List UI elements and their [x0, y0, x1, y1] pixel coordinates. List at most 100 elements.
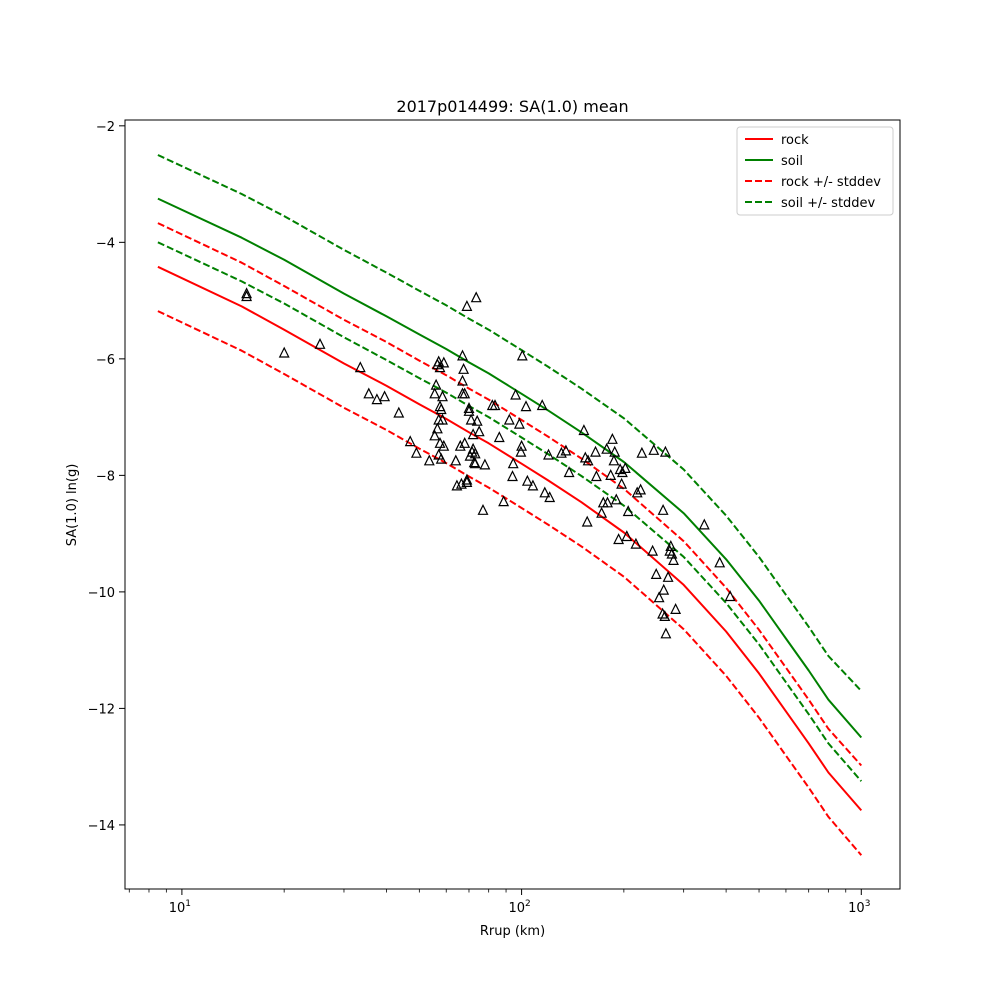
y-tick-label: −6 [96, 353, 115, 368]
data-point [590, 470, 602, 482]
legend-label: soil [781, 154, 803, 169]
data-point [631, 486, 643, 498]
data-point [371, 393, 383, 405]
x-tick-label: 103 [848, 899, 870, 916]
y-tick-label: −4 [96, 236, 115, 251]
data-point [636, 446, 648, 458]
data-point [469, 447, 481, 459]
y-axis: −14 −12 −10 −8 −6 −4 −2 [88, 120, 125, 834]
x-axis: 101 102 103 [128, 889, 870, 916]
data-point [613, 533, 625, 545]
data-point [544, 491, 556, 503]
data-point [473, 425, 485, 437]
data-point [513, 417, 525, 429]
data-point [461, 476, 473, 487]
data-point [450, 454, 462, 466]
y-tick-label: −14 [88, 819, 115, 834]
series-line-3 [157, 310, 863, 856]
data-point [410, 446, 422, 458]
series-line-0 [157, 265, 863, 812]
data-point [363, 387, 375, 399]
y-tick-label: −8 [96, 469, 115, 484]
data-point [616, 477, 628, 489]
data-point [438, 356, 450, 368]
data-point [461, 473, 473, 485]
series-line-2 [157, 222, 863, 767]
data-point [698, 518, 710, 530]
data-point [438, 439, 450, 451]
legend: rock soil rock +/- stddev soil +/- stddev [736, 126, 894, 216]
data-point [507, 470, 518, 482]
data-point [429, 387, 441, 399]
data-point [458, 362, 470, 374]
data-point [489, 399, 501, 411]
data-point [479, 458, 491, 470]
data-point [582, 454, 594, 466]
data-point [451, 479, 463, 491]
data-point [423, 454, 435, 466]
data-point [404, 435, 416, 447]
data-point [602, 496, 613, 508]
data-point [435, 452, 447, 464]
data-point [241, 290, 253, 302]
data-point [457, 349, 468, 361]
data-point [648, 443, 660, 455]
data-point [459, 436, 471, 448]
data-point [454, 439, 466, 451]
data-point [560, 444, 572, 456]
data-point [463, 402, 475, 413]
data-point [539, 486, 551, 498]
x-tick-label: 102 [508, 899, 530, 916]
data-point [493, 431, 505, 443]
data-point [507, 457, 519, 469]
data-point [429, 429, 441, 441]
data-point [543, 448, 554, 460]
data-point [563, 466, 575, 478]
data-point [379, 390, 391, 402]
data-point [527, 479, 539, 491]
data-point [657, 503, 669, 515]
data-point [581, 515, 593, 527]
data-point [515, 445, 527, 457]
data-point [660, 627, 672, 639]
plot-area [157, 154, 863, 856]
data-point [610, 493, 622, 505]
legend-frame [736, 126, 894, 216]
data-point [434, 436, 446, 448]
x-tick-label: 101 [169, 899, 191, 916]
data-point [470, 291, 482, 303]
data-point [437, 390, 448, 402]
data-point [437, 413, 448, 425]
data-point [601, 442, 613, 454]
data-point [463, 404, 475, 416]
data-point [465, 413, 477, 425]
data-point [521, 474, 533, 486]
data-point [647, 544, 659, 556]
chart-title: 2017p014499: SA(1.0) mean [396, 97, 628, 116]
y-axis-label: SA(1.0) ln(g) [65, 464, 80, 547]
data-point [653, 591, 665, 603]
data-point [457, 374, 468, 386]
data-point [621, 530, 633, 542]
data-point [431, 422, 443, 434]
data-point [650, 568, 662, 580]
data-point [241, 287, 253, 299]
x-axis-label: Rrup (km) [480, 924, 545, 939]
data-point [469, 457, 481, 469]
data-point [459, 387, 471, 399]
y-tick-label: −2 [96, 120, 115, 135]
data-point [354, 361, 366, 373]
data-point [605, 469, 617, 480]
data-point [662, 570, 674, 582]
data-point [658, 583, 670, 595]
axes-frame [124, 119, 901, 890]
data-point [498, 495, 510, 507]
data-point [314, 337, 326, 349]
data-point [430, 378, 442, 390]
data-point [670, 603, 682, 615]
data-point [668, 554, 679, 566]
data-point [578, 424, 590, 436]
data-point [516, 349, 528, 361]
data-point [555, 446, 567, 458]
